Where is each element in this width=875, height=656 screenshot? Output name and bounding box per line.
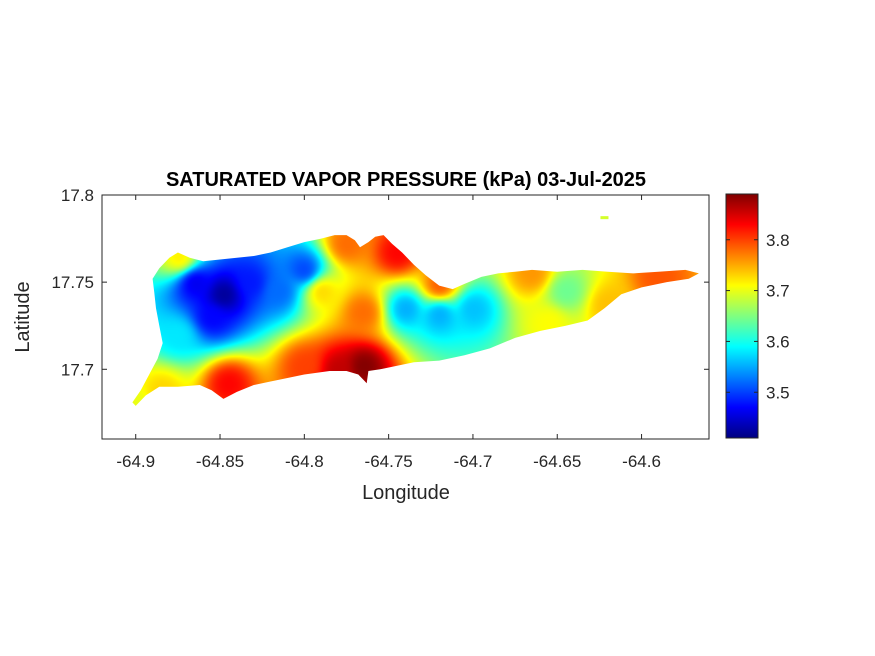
islet-layer (600, 216, 609, 220)
y-tick-label: 17.75 (51, 273, 94, 292)
x-tick-label: -64.75 (365, 452, 413, 471)
x-tick-label: -64.65 (533, 452, 581, 471)
y-axis-ticks: 17.7 17.75 17.8 (51, 186, 709, 379)
colorbar-tick-label: 3.5 (766, 383, 790, 402)
colorbar-ticks: 3.5 3.6 3.7 3.8 (726, 231, 790, 402)
y-axis-label: Latitude (12, 281, 34, 352)
colorbar-tick-label: 3.6 (766, 332, 790, 351)
islet-mark (600, 216, 609, 220)
colorbar-frame (725, 193, 759, 439)
axes-frame (101, 194, 710, 440)
colorbar-tick-label: 3.7 (766, 282, 790, 301)
x-axis-label: Longitude (362, 482, 450, 504)
x-axis-ticks: -64.9 -64.85 -64.8 -64.75 -64.7 -64.65 -64.6 (116, 195, 661, 471)
x-tick-label: -64.7 (454, 452, 493, 471)
y-tick-label: 17.8 (61, 186, 94, 205)
x-tick-label: -64.6 (622, 452, 661, 471)
colorbar-gradient (726, 194, 758, 438)
y-tick-label: 17.7 (61, 360, 94, 379)
x-tick-label: -64.8 (285, 452, 324, 471)
x-tick-label: -64.85 (196, 452, 244, 471)
plot-area (101, 194, 710, 440)
colorbar-tick-label: 3.8 (766, 231, 790, 250)
chart-title: SATURATED VAPOR PRESSURE (kPa) 03-Jul-20… (166, 169, 646, 191)
colorbar: 3.5 3.6 3.7 3.8 (725, 193, 790, 439)
x-tick-label: -64.9 (116, 452, 155, 471)
